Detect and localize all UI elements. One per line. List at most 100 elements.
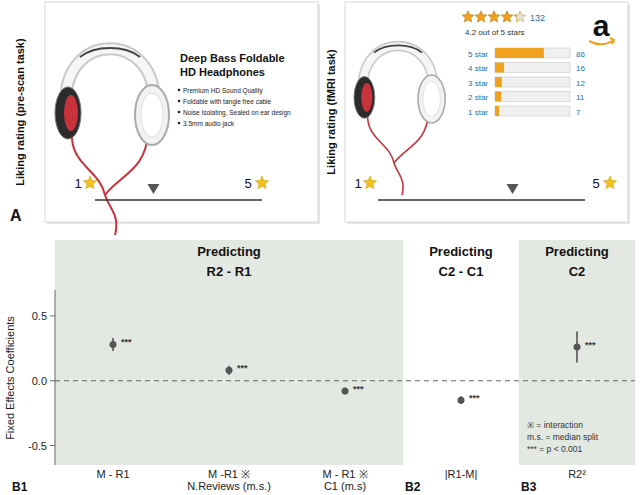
rating-max-label: 5 xyxy=(592,176,599,191)
coefficient-point xyxy=(226,367,233,374)
review-count: 132 xyxy=(530,13,545,23)
group-band xyxy=(55,240,403,465)
x-tick-label-line: |R1-M| xyxy=(445,468,478,480)
ear-cup-left xyxy=(55,87,81,139)
coefficient-point xyxy=(574,344,581,351)
group-title: Predicting xyxy=(545,244,609,259)
x-tick-label-line: N.Reviews (m.s.) xyxy=(187,480,271,492)
panel-sublabel: B1 xyxy=(12,480,28,494)
histogram-bar xyxy=(495,63,504,73)
star-empty xyxy=(488,11,499,22)
histogram-bar xyxy=(495,106,499,116)
group-band xyxy=(519,240,635,465)
rating-max-star xyxy=(603,176,616,189)
x-tick-label-line: M - R1 xyxy=(97,468,130,480)
histogram-label: 1 star xyxy=(468,108,488,117)
star-filled xyxy=(514,11,516,22)
significance-label: *** xyxy=(121,337,132,347)
panel-sublabel: B3 xyxy=(521,480,537,494)
star-rating xyxy=(462,11,516,22)
y-tick xyxy=(50,445,55,446)
ear-cup-right xyxy=(135,85,169,145)
coefficient-point xyxy=(458,397,465,404)
x-tick-label: R2² xyxy=(568,468,586,480)
star-empty xyxy=(462,11,473,22)
zero-line xyxy=(55,380,635,381)
figure: Liking rating (pre-scan task)ADeep Bass … xyxy=(0,0,640,495)
star-filled xyxy=(501,11,512,22)
bullet-text: Noise Isolating, Sealed on ear design xyxy=(183,109,291,117)
bullet-dot xyxy=(178,122,181,125)
histogram-track xyxy=(495,106,570,116)
y-tick xyxy=(50,315,55,316)
rating-min-label: 1 xyxy=(354,176,361,191)
star-filled xyxy=(488,11,499,22)
x-tick-label-line: R2² xyxy=(568,468,586,480)
histogram-label: 3 star xyxy=(468,79,488,88)
histogram-count: 12 xyxy=(576,79,585,88)
ear-cup-right xyxy=(418,75,445,123)
note-text: m.s. = median split xyxy=(527,432,599,442)
plot-marks xyxy=(55,331,635,404)
y-tick-label: 0.0 xyxy=(32,375,47,387)
amazon-smile xyxy=(589,38,614,44)
rating-marker xyxy=(147,184,159,194)
ear-cup-left-pad xyxy=(64,95,78,131)
bullet-text: Foldable with tangle free cable xyxy=(183,98,272,106)
rating-line xyxy=(95,199,262,201)
histogram-track xyxy=(495,48,570,58)
group-title: Predicting xyxy=(429,244,493,259)
panel-label: A xyxy=(10,207,22,224)
ear-cup-left xyxy=(354,77,375,119)
rating-min-label: 1 xyxy=(74,176,81,191)
headphones-image xyxy=(55,48,169,235)
ear-cup-left-pad xyxy=(361,83,372,112)
note-text: *** = p < 0.001 xyxy=(527,444,583,454)
y-tick-label: -0.5 xyxy=(28,440,47,452)
headphones-image xyxy=(354,45,445,195)
headband-line xyxy=(374,45,422,52)
bullet-dot xyxy=(178,89,181,92)
rating-line xyxy=(378,199,585,201)
rating-max-star xyxy=(255,176,268,189)
panel-sublabel: B2 xyxy=(405,480,421,494)
fmri-panel xyxy=(345,2,628,222)
y-tick xyxy=(50,380,55,381)
star-filled xyxy=(475,11,486,22)
group-target: C2 - C1 xyxy=(439,264,484,279)
histogram-bar xyxy=(495,77,502,87)
y-label-fmri: Liking rating (fMRI task) xyxy=(325,49,337,175)
histogram-count: 7 xyxy=(576,108,581,117)
cable xyxy=(368,113,429,195)
product-title: Deep Bass Foldable xyxy=(180,52,285,64)
bullet-dot xyxy=(178,100,181,103)
bullet-text: 3.5mm audio jack xyxy=(183,120,235,128)
x-tick-label-line: C1 (m.s) xyxy=(324,480,366,492)
x-tick-label-line: M - R1 ※ xyxy=(322,468,367,480)
product-title: HD Headphones xyxy=(180,66,265,78)
histogram-label: 2 star xyxy=(468,93,488,102)
star-filled xyxy=(462,11,473,22)
y-tick-label: 0.5 xyxy=(32,310,47,322)
x-tick-label-line: M -R1 ※ xyxy=(208,468,250,480)
significance-label: *** xyxy=(469,393,480,403)
bullet-dot xyxy=(178,111,181,114)
group-target: C2 xyxy=(569,264,586,279)
significance-label: *** xyxy=(353,384,364,394)
star-empty xyxy=(501,11,512,22)
pre-scan-panel xyxy=(45,2,318,222)
group-title: Predicting xyxy=(197,244,261,259)
x-tick-label: M -R1 ※N.Reviews (m.s.) xyxy=(187,468,271,492)
star-empty xyxy=(514,11,525,22)
average-text: 4.2 out of 5 stars xyxy=(465,28,525,37)
histogram-track xyxy=(495,63,570,73)
histogram-track xyxy=(495,77,570,87)
note-text: ※ = interaction xyxy=(527,420,583,430)
coefficient-point xyxy=(342,388,349,395)
rating-max-label: 5 xyxy=(244,176,251,191)
x-tick-label: |R1-M| xyxy=(445,468,478,480)
histogram-bar xyxy=(495,92,501,102)
bullet-text: Premium HD Sound Quality xyxy=(183,87,264,95)
ear-cup-right-rim xyxy=(423,81,441,116)
x-tick-label: M - R1 ※C1 (m.s) xyxy=(322,468,367,492)
